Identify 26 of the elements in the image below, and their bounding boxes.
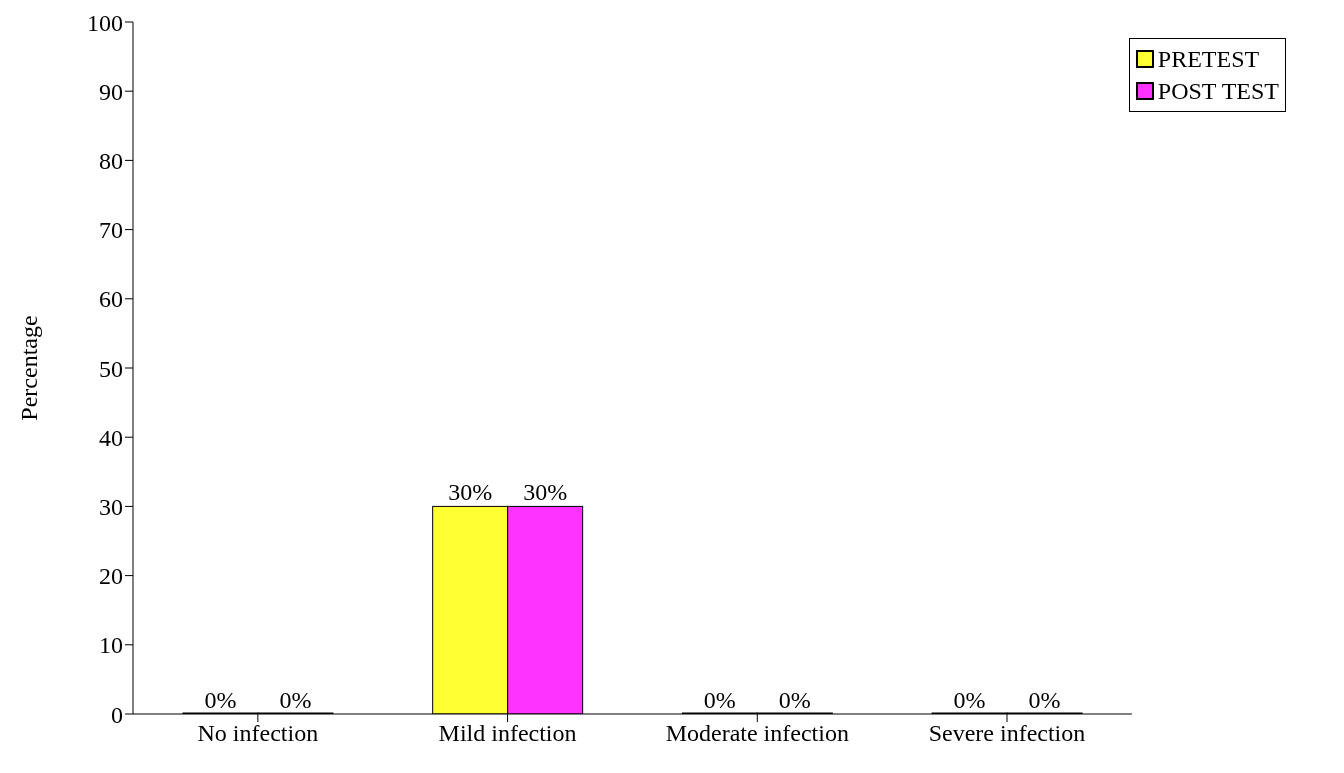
x-tick-label: Mild infection bbox=[438, 720, 577, 747]
y-tick-label: 80 bbox=[99, 147, 123, 174]
data-label: 0% bbox=[279, 687, 312, 713]
x-tick-label: Moderate infection bbox=[665, 720, 849, 747]
data-label: 0% bbox=[703, 687, 736, 713]
data-label: 30% bbox=[523, 479, 568, 506]
data-label: 0% bbox=[778, 687, 811, 713]
data-label: 0% bbox=[204, 687, 237, 713]
legend-label: PRETEST bbox=[1157, 45, 1260, 74]
y-tick-label: 90 bbox=[99, 78, 123, 105]
y-tick-label: 30 bbox=[99, 493, 123, 520]
y-tick-label: 20 bbox=[99, 563, 123, 590]
data-label: 0% bbox=[953, 687, 986, 713]
y-tick-label: 60 bbox=[99, 286, 123, 313]
y-tick-label: 10 bbox=[99, 632, 123, 659]
data-label: 30% bbox=[448, 479, 493, 506]
y-tick-label: 50 bbox=[99, 355, 123, 382]
y-tick-label: 0 bbox=[111, 701, 123, 728]
y-tick-label: 70 bbox=[99, 217, 123, 244]
x-tick-label: Severe infection bbox=[928, 720, 1086, 747]
legend-label: POST TEST bbox=[1157, 77, 1279, 106]
y-axis-title: Percentage bbox=[15, 315, 42, 421]
x-tick-label: No infection bbox=[197, 720, 319, 747]
y-tick-label: 100 bbox=[87, 9, 123, 36]
y-tick-label: 40 bbox=[99, 424, 123, 451]
data-label: 0% bbox=[1028, 687, 1061, 713]
